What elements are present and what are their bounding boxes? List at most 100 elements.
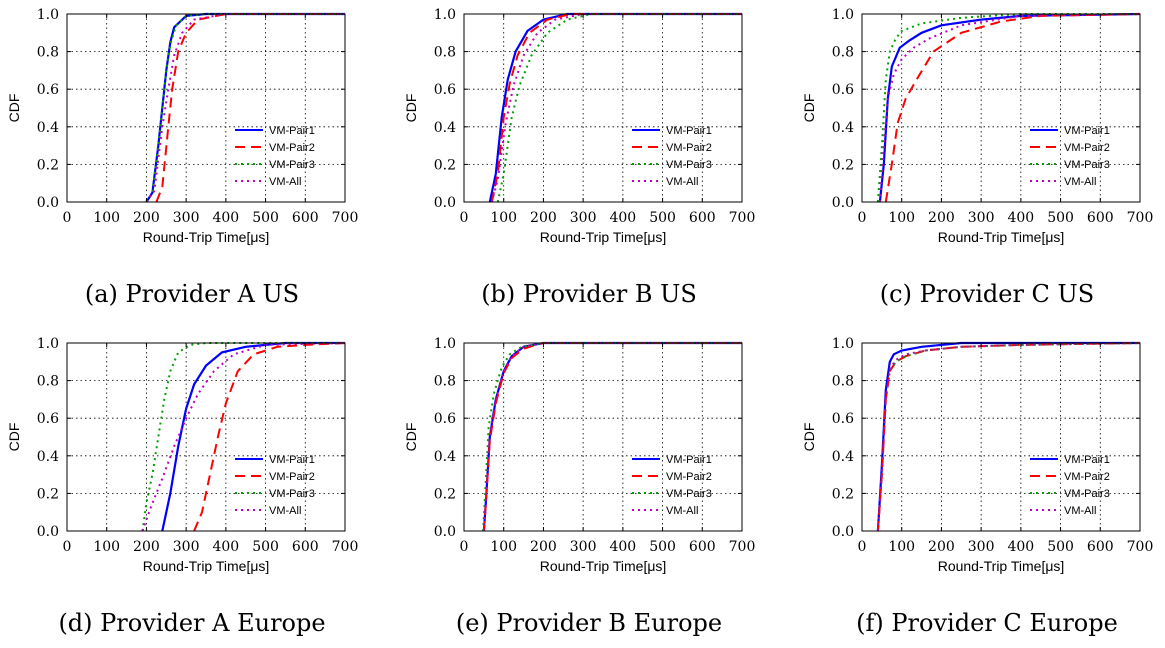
y-tick-label: 0.0 <box>37 195 59 211</box>
x-tick-label: 0 <box>460 210 469 226</box>
y-tick-label: 0.8 <box>434 45 456 61</box>
y-tick-label: 0.6 <box>832 82 854 98</box>
x-tick-label: 300 <box>968 539 995 555</box>
x-tick-label: 300 <box>570 539 597 555</box>
chart-panel: 0 100 200 300 400 500 600 700 0.0 0.2 0.4 0.6 0.8 1.0… <box>6 7 358 308</box>
x-tick-label: 700 <box>729 539 756 555</box>
x-tick-label: 100 <box>888 539 915 555</box>
y-axis-label: CDF <box>403 423 419 452</box>
series-line-vm-pair3 <box>496 13 742 203</box>
y-tick-label: 0.4 <box>832 449 854 465</box>
x-tick-label: 700 <box>729 210 756 226</box>
chart-panel: 0 100 200 300 400 500 600 700 0.0 0.2 0.4 0.6 0.8 1.0… <box>403 7 755 308</box>
plot-frame <box>861 13 1141 203</box>
x-tick-label: 100 <box>490 210 517 226</box>
y-tick-label: 0.4 <box>434 120 456 136</box>
series-line-vm-pair1 <box>161 341 345 532</box>
x-tick-label: 200 <box>133 210 160 226</box>
series-line-vm-all <box>490 13 742 203</box>
y-tick-label: 0.4 <box>37 449 59 465</box>
series-line-vm-all <box>145 13 345 203</box>
x-tick-label: 400 <box>1007 210 1034 226</box>
x-tick-label: 700 <box>332 539 359 555</box>
x-axis-label: Round-Trip Time[μs] <box>540 229 667 245</box>
chart-panel: 0 100 200 300 400 500 600 700 0.0 0.2 0.4 0.6 0.8 1.0… <box>403 336 755 637</box>
y-tick-label: 0.4 <box>832 120 854 136</box>
x-tick-label: 500 <box>1047 210 1074 226</box>
x-tick-label: 0 <box>63 539 72 555</box>
legend-label: VM-Pair1 <box>269 125 315 137</box>
x-tick-label: 0 <box>460 539 469 555</box>
y-tick-label: 0.0 <box>434 195 456 211</box>
chart-caption: (f) Provider C Europe <box>856 609 1118 637</box>
series-line-vm-pair3 <box>141 342 345 532</box>
y-tick-label: 0.2 <box>832 486 854 502</box>
y-tick-label: 0.4 <box>434 449 456 465</box>
x-tick-label: 100 <box>93 210 120 226</box>
x-tick-label: 500 <box>252 210 279 226</box>
y-tick-label: 1.0 <box>434 336 456 352</box>
plot-frame <box>463 13 743 203</box>
x-axis-label: Round-Trip Time[μs] <box>143 558 270 574</box>
x-tick-label: 300 <box>968 210 995 226</box>
x-tick-label: 500 <box>649 539 676 555</box>
series-line-vm-all <box>141 342 346 532</box>
legend-label: VM-Pair1 <box>666 125 712 137</box>
legend-label: VM-All <box>666 505 698 517</box>
y-tick-label: 0.6 <box>832 411 854 427</box>
chart-caption: (e) Provider B Europe <box>456 609 722 637</box>
x-tick-label: 400 <box>212 210 239 226</box>
series-line-vm-pair1 <box>145 12 345 203</box>
series-line-vm-pair2 <box>490 13 742 203</box>
x-tick-label: 600 <box>1087 210 1114 226</box>
x-tick-label: 400 <box>609 210 636 226</box>
chart-caption: (d) Provider A Europe <box>58 609 325 637</box>
legend-label: VM-All <box>269 176 301 188</box>
x-tick-label: 200 <box>928 539 955 555</box>
x-tick-label: 200 <box>530 210 557 226</box>
y-tick-label: 0.2 <box>832 157 854 173</box>
y-tick-label: 0.2 <box>37 486 59 502</box>
chart-panel: 0 100 200 300 400 500 600 700 0.0 0.2 0.4 0.6 0.8 1.0… <box>801 336 1153 637</box>
x-tick-label: 200 <box>530 539 557 555</box>
legend-label: VM-Pair1 <box>1064 125 1110 137</box>
series-line-vm-pair3 <box>482 342 742 532</box>
x-tick-label: 0 <box>63 210 72 226</box>
x-tick-label: 400 <box>1007 539 1034 555</box>
x-tick-label: 600 <box>689 210 716 226</box>
legend-label: VM-Pair1 <box>666 454 712 466</box>
x-tick-label: 300 <box>173 539 200 555</box>
x-tick-label: 600 <box>292 539 319 555</box>
x-tick-label: 0 <box>858 210 867 226</box>
x-axis-label: Round-Trip Time[μs] <box>540 558 667 574</box>
chart-caption: (c) Provider C US <box>880 280 1094 308</box>
legend-label: VM-Pair2 <box>1064 471 1110 483</box>
y-tick-label: 1.0 <box>434 7 456 23</box>
x-tick-label: 500 <box>649 210 676 226</box>
y-axis-label: CDF <box>801 94 817 123</box>
x-axis-label: Round-Trip Time[μs] <box>938 229 1065 245</box>
series-line-vm-all <box>876 342 1141 532</box>
series-line-vm-pair2 <box>193 342 346 532</box>
y-tick-label: 1.0 <box>37 336 59 352</box>
x-tick-label: 600 <box>292 210 319 226</box>
x-tick-label: 500 <box>1047 539 1074 555</box>
x-axis-label: Round-Trip Time[μs] <box>143 229 270 245</box>
y-tick-label: 0.8 <box>37 374 59 390</box>
y-tick-label: 0.6 <box>37 82 59 98</box>
y-axis-label: CDF <box>6 94 22 123</box>
y-tick-label: 0.6 <box>434 411 456 427</box>
y-tick-label: 1.0 <box>37 7 59 23</box>
y-tick-label: 0.8 <box>434 374 456 390</box>
series-line-vm-pair2 <box>482 342 742 532</box>
legend-label: VM-Pair1 <box>1064 454 1110 466</box>
x-tick-label: 300 <box>173 210 200 226</box>
chart-caption: (a) Provider A US <box>85 280 299 308</box>
x-tick-label: 700 <box>1127 210 1154 226</box>
legend-label: VM-Pair3 <box>666 488 712 500</box>
legend-label: VM-Pair3 <box>1064 159 1110 171</box>
legend-label: VM-All <box>1064 176 1096 188</box>
chart-caption: (b) Provider B US <box>481 280 697 308</box>
legend-label: VM-Pair3 <box>269 159 315 171</box>
y-tick-label: 0.6 <box>37 411 59 427</box>
